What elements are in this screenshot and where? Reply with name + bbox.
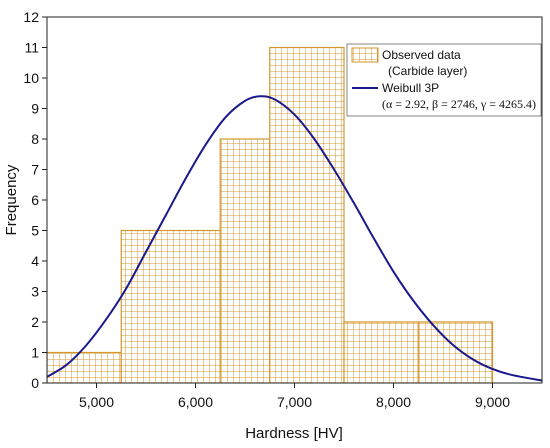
histogram-bar: [47, 351, 122, 383]
legend: Observed data (Carbide layer) Weibull 3P…: [346, 43, 542, 117]
x-tick-label: 7,000: [277, 394, 312, 410]
x-tick-label: 6,000: [178, 394, 213, 410]
y-tick-label: 2: [31, 314, 39, 330]
x-tick-label: 8,000: [376, 394, 411, 410]
y-tick-label: 5: [31, 223, 39, 239]
y-tick-label: 1: [31, 345, 39, 361]
y-tick-label: 12: [23, 9, 39, 25]
x-axis-title: Hardness [HV]: [245, 425, 343, 442]
x-tick-label: 5,000: [79, 394, 114, 410]
y-axis-title: Frequency: [3, 164, 20, 235]
y-tick-label: 4: [31, 253, 39, 269]
histogram-bar: [219, 138, 271, 383]
y-tick-label: 0: [31, 375, 39, 391]
legend-box: [346, 43, 542, 117]
y-tick-label: 10: [23, 70, 39, 86]
legend-swatch-observed: [351, 47, 379, 63]
legend-label-observed-sub: (Carbide layer): [388, 64, 467, 78]
legend-label-weibull: Weibull 3P: [382, 81, 439, 95]
y-tick-label: 7: [31, 162, 39, 178]
y-tick-label: 11: [24, 40, 39, 56]
legend-label-observed: Observed data: [382, 48, 461, 62]
histogram-bar: [120, 229, 221, 383]
y-tick-label: 3: [31, 284, 39, 300]
y-tick-label: 6: [31, 192, 39, 208]
legend-label-weibull-params: (α = 2.92, β = 2746, γ = 4265.4): [382, 97, 536, 111]
x-tick-label: 9,000: [475, 394, 510, 410]
bars-layer: [47, 46, 494, 383]
histogram-bar: [417, 321, 494, 383]
y-tick-label: 9: [31, 101, 39, 117]
weibull-curve: [47, 95, 542, 382]
y-tick-label: 8: [31, 131, 39, 147]
histogram-bar: [343, 321, 419, 383]
curve-layer: [47, 95, 542, 382]
histogram-bar: [269, 46, 345, 383]
